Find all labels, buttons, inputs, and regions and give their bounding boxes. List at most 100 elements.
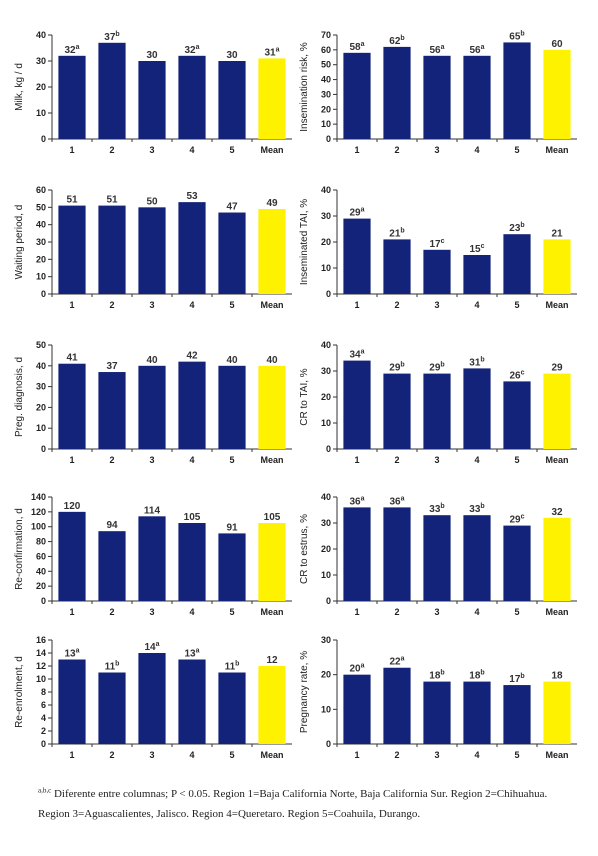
- y-tick-label: 6: [41, 700, 46, 710]
- x-tick-label: 4: [474, 607, 479, 617]
- x-tick-label: 4: [189, 300, 194, 310]
- region-bar-5: [503, 42, 531, 139]
- bar-value-label: 18b: [469, 670, 484, 682]
- significance-superscript: a: [361, 495, 365, 502]
- bar-value-label: 94: [106, 520, 118, 531]
- x-tick-label: Mean: [545, 300, 568, 310]
- x-tick-label: 1: [354, 607, 359, 617]
- x-tick-label: 5: [514, 300, 519, 310]
- y-tick-label: 0: [326, 134, 331, 144]
- bar-value-label: 41: [66, 353, 78, 364]
- bar-value-label: 56a: [469, 44, 484, 56]
- y-tick-label: 50: [321, 60, 331, 70]
- mean-bar: [543, 49, 571, 139]
- y-tick-label: 40: [36, 361, 46, 371]
- x-tick-label: 3: [434, 455, 439, 465]
- footnote-text: Diferente entre columnas; P < 0.05. Regi…: [38, 788, 548, 820]
- region-bar-4: [178, 659, 206, 744]
- bar-value-label: 33b: [429, 503, 444, 515]
- y-tick-label: 0: [326, 444, 331, 454]
- significance-superscript: a: [361, 663, 365, 670]
- region-bar-5: [503, 685, 531, 744]
- significance-superscript: b: [440, 503, 444, 510]
- significance-superscript: b: [400, 35, 404, 42]
- region-bar-3: [423, 55, 451, 139]
- x-tick-label: 2: [394, 455, 399, 465]
- y-tick-label: 14: [36, 648, 46, 658]
- significance-superscript: c: [481, 243, 485, 250]
- y-tick-label: 120: [31, 507, 46, 517]
- y-tick-label: 0: [41, 596, 46, 606]
- y-tick-label: 4: [41, 713, 46, 723]
- bar-value-label: 36a: [389, 495, 404, 507]
- y-tick-label: 20: [36, 82, 46, 92]
- chart-panel-1: 0 10 20 30 40 Milk, kg / d 32a 1 37b 2 30 3 32a 4 30 5 3…: [14, 30, 292, 155]
- significance-superscript: a: [276, 46, 280, 53]
- region-bar-1: [58, 659, 86, 744]
- y-tick-label: 30: [321, 635, 331, 645]
- bar-value-label: 17b: [509, 673, 524, 685]
- region-bar-3: [423, 515, 451, 601]
- bar-value-label: 62b: [389, 35, 404, 47]
- x-tick-label: 3: [149, 607, 154, 617]
- bar-value-label: 105: [184, 512, 201, 523]
- bar-value-label: 13a: [184, 648, 199, 660]
- x-tick-label: 5: [514, 750, 519, 760]
- region-bar-5: [218, 533, 246, 601]
- region-bar-4: [178, 202, 206, 294]
- bar-value-label: 29b: [429, 362, 444, 374]
- region-bar-2: [98, 372, 126, 449]
- significance-superscript: a: [196, 648, 200, 655]
- x-tick-label: 2: [109, 145, 114, 155]
- x-tick-label: 5: [514, 455, 519, 465]
- significance-superscript: a: [361, 41, 365, 48]
- y-tick-label: 10: [321, 263, 331, 273]
- region-bar-4: [463, 55, 491, 139]
- significance-superscript: a: [361, 207, 365, 214]
- x-tick-label: 5: [229, 300, 234, 310]
- x-tick-label: 5: [229, 750, 234, 760]
- bar-value-label: 11b: [105, 661, 120, 673]
- y-tick-label: 12: [36, 661, 46, 671]
- bar-value-label: 14a: [144, 641, 159, 653]
- significance-superscript: c: [521, 369, 525, 376]
- x-tick-label: 1: [354, 145, 359, 155]
- chart-panel-5: 0 10 20 30 40 50 Preg. diagnosis, d 41 1 37 2 40 3 42…: [14, 340, 292, 465]
- y-axis-label: Inseminated TAI, %: [299, 199, 310, 285]
- x-tick-label: 3: [434, 750, 439, 760]
- bar-value-label: 18: [551, 671, 563, 682]
- bar-value-label: 40: [266, 355, 278, 366]
- y-tick-label: 10: [321, 119, 331, 129]
- y-tick-label: 100: [31, 522, 46, 532]
- x-tick-label: 5: [229, 455, 234, 465]
- region-bar-3: [138, 365, 166, 449]
- significance-superscript: a: [401, 656, 405, 663]
- region-bar-3: [423, 373, 451, 449]
- bar-value-label: 21b: [389, 227, 404, 239]
- y-tick-label: 0: [41, 444, 46, 454]
- y-tick-label: 40: [36, 30, 46, 40]
- x-tick-label: 5: [514, 145, 519, 155]
- x-tick-label: 2: [394, 300, 399, 310]
- y-tick-label: 30: [321, 89, 331, 99]
- x-tick-label: 3: [149, 750, 154, 760]
- x-tick-label: 3: [434, 300, 439, 310]
- significance-superscript: b: [440, 670, 444, 677]
- region-bar-3: [138, 516, 166, 601]
- y-tick-label: 20: [36, 581, 46, 591]
- x-tick-label: 1: [354, 300, 359, 310]
- significance-superscript: b: [400, 227, 404, 234]
- mean-bar: [543, 517, 571, 601]
- region-bar-4: [178, 55, 206, 139]
- region-bar-2: [383, 507, 411, 601]
- y-tick-label: 0: [41, 739, 46, 749]
- region-bar-4: [178, 523, 206, 601]
- chart-panel-3: 0 10 20 30 40 50 60 Waiting period, d 51 1 51 2 50 3 5…: [14, 185, 292, 310]
- bar-value-label: 32: [551, 507, 563, 518]
- x-tick-label: 2: [109, 750, 114, 760]
- y-tick-label: 30: [321, 211, 331, 221]
- significance-superscript: b: [520, 222, 524, 229]
- region-bar-2: [98, 205, 126, 294]
- x-tick-label: 5: [229, 145, 234, 155]
